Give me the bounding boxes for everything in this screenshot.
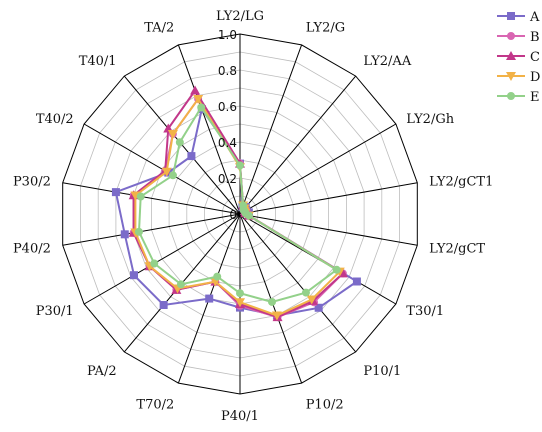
spoke-14 — [62, 182, 241, 215]
axis-label: T40/2 — [36, 112, 74, 127]
axis-label: P30/2 — [13, 175, 51, 190]
axis-label: LY2/LG — [216, 9, 264, 24]
axis-label: T70/2 — [136, 397, 174, 412]
legend-item-C: C — [497, 50, 540, 65]
radial-tick-label: 0 — [229, 208, 237, 222]
spoke-1 — [239, 44, 303, 215]
axis-label: P30/1 — [36, 304, 74, 319]
point-A-11 — [159, 301, 168, 310]
point-A-13 — [120, 230, 129, 239]
spoke-7 — [239, 213, 357, 353]
point-D-17 — [193, 94, 204, 104]
point-D-7 — [306, 295, 317, 305]
point-E-13 — [134, 227, 143, 236]
radial-tick-label: 0.2 — [218, 172, 237, 186]
radar-spokes — [62, 34, 418, 394]
legend-item-A: A — [497, 10, 540, 25]
legend-item-B: B — [497, 30, 540, 45]
legend-item-E: E — [497, 90, 540, 105]
spoke-5 — [239, 213, 418, 246]
legend-marker-E — [507, 92, 515, 100]
spoke-4 — [239, 182, 418, 215]
point-D-8 — [271, 311, 282, 321]
spoke-2 — [239, 75, 357, 215]
legend-label-D: D — [530, 70, 540, 85]
point-D-16 — [167, 130, 178, 140]
point-E-10 — [213, 272, 222, 281]
point-E-16 — [175, 138, 184, 147]
spoke-3 — [239, 123, 397, 215]
legend-label-A: A — [529, 10, 540, 25]
point-D-15 — [161, 167, 172, 177]
point-E-5 — [244, 211, 253, 220]
axis-label: LY2/gCT1 — [429, 175, 493, 190]
point-C-17 — [190, 85, 201, 95]
legend-label-B: B — [530, 30, 540, 45]
point-A-16 — [187, 152, 196, 161]
axis-label: LY2/G — [306, 21, 345, 36]
axis-label: LY2/gCT — [429, 241, 485, 256]
spoke-13 — [62, 213, 241, 246]
point-D-9 — [235, 298, 245, 308]
axis-label: PA/2 — [87, 364, 117, 379]
point-A-14 — [111, 188, 120, 197]
point-A-6 — [352, 277, 361, 286]
point-E-9 — [236, 289, 244, 298]
point-E-8 — [268, 297, 277, 306]
axis-label: P10/1 — [363, 364, 401, 379]
point-E-12 — [150, 259, 159, 268]
point-E-15 — [168, 171, 177, 180]
spoke-17 — [177, 44, 241, 215]
legend-marker-B — [507, 32, 515, 40]
axis-label: P10/2 — [306, 397, 344, 412]
point-E-11 — [176, 280, 185, 289]
series-E — [134, 103, 341, 306]
legend-marker-A — [507, 12, 515, 20]
point-E-7 — [301, 288, 310, 297]
legend-marker-C — [506, 51, 516, 60]
axis-label: LY2/AA — [363, 54, 411, 69]
axis-label: P40/1 — [221, 409, 259, 424]
axis-label: P40/2 — [13, 241, 51, 256]
legend-label-C: C — [530, 50, 540, 65]
axis-label: T30/1 — [406, 304, 444, 319]
point-A-12 — [129, 271, 138, 280]
spoke-12 — [83, 213, 241, 305]
radial-tick-label: 1.0 — [218, 28, 237, 42]
point-A-10 — [205, 294, 214, 303]
radial-tick-labels: 0 0.2 0.4 0.6 0.8 1.0 — [218, 28, 237, 222]
point-E-14 — [136, 192, 145, 201]
axis-labels: LY2/LG LY2/G LY2/AA LY2/Gh LY2/gCT1 LY2/gCT T3… — [13, 9, 493, 424]
radar-series — [111, 85, 361, 322]
legend-marker-D — [506, 72, 516, 81]
axis-label: LY2/Gh — [406, 112, 454, 127]
radial-tick-label: 0.4 — [218, 136, 237, 150]
legend-item-D: D — [497, 70, 540, 85]
point-A-7 — [314, 303, 323, 312]
point-E-17 — [197, 103, 206, 112]
point-E-0 — [236, 161, 244, 170]
point-E-6 — [332, 265, 341, 274]
legend-label-E: E — [530, 90, 540, 105]
axis-label: TA/2 — [144, 21, 174, 36]
axis-label: T40/1 — [79, 54, 117, 69]
radial-tick-label: 0.6 — [218, 100, 237, 114]
radial-tick-label: 0.8 — [218, 64, 237, 78]
